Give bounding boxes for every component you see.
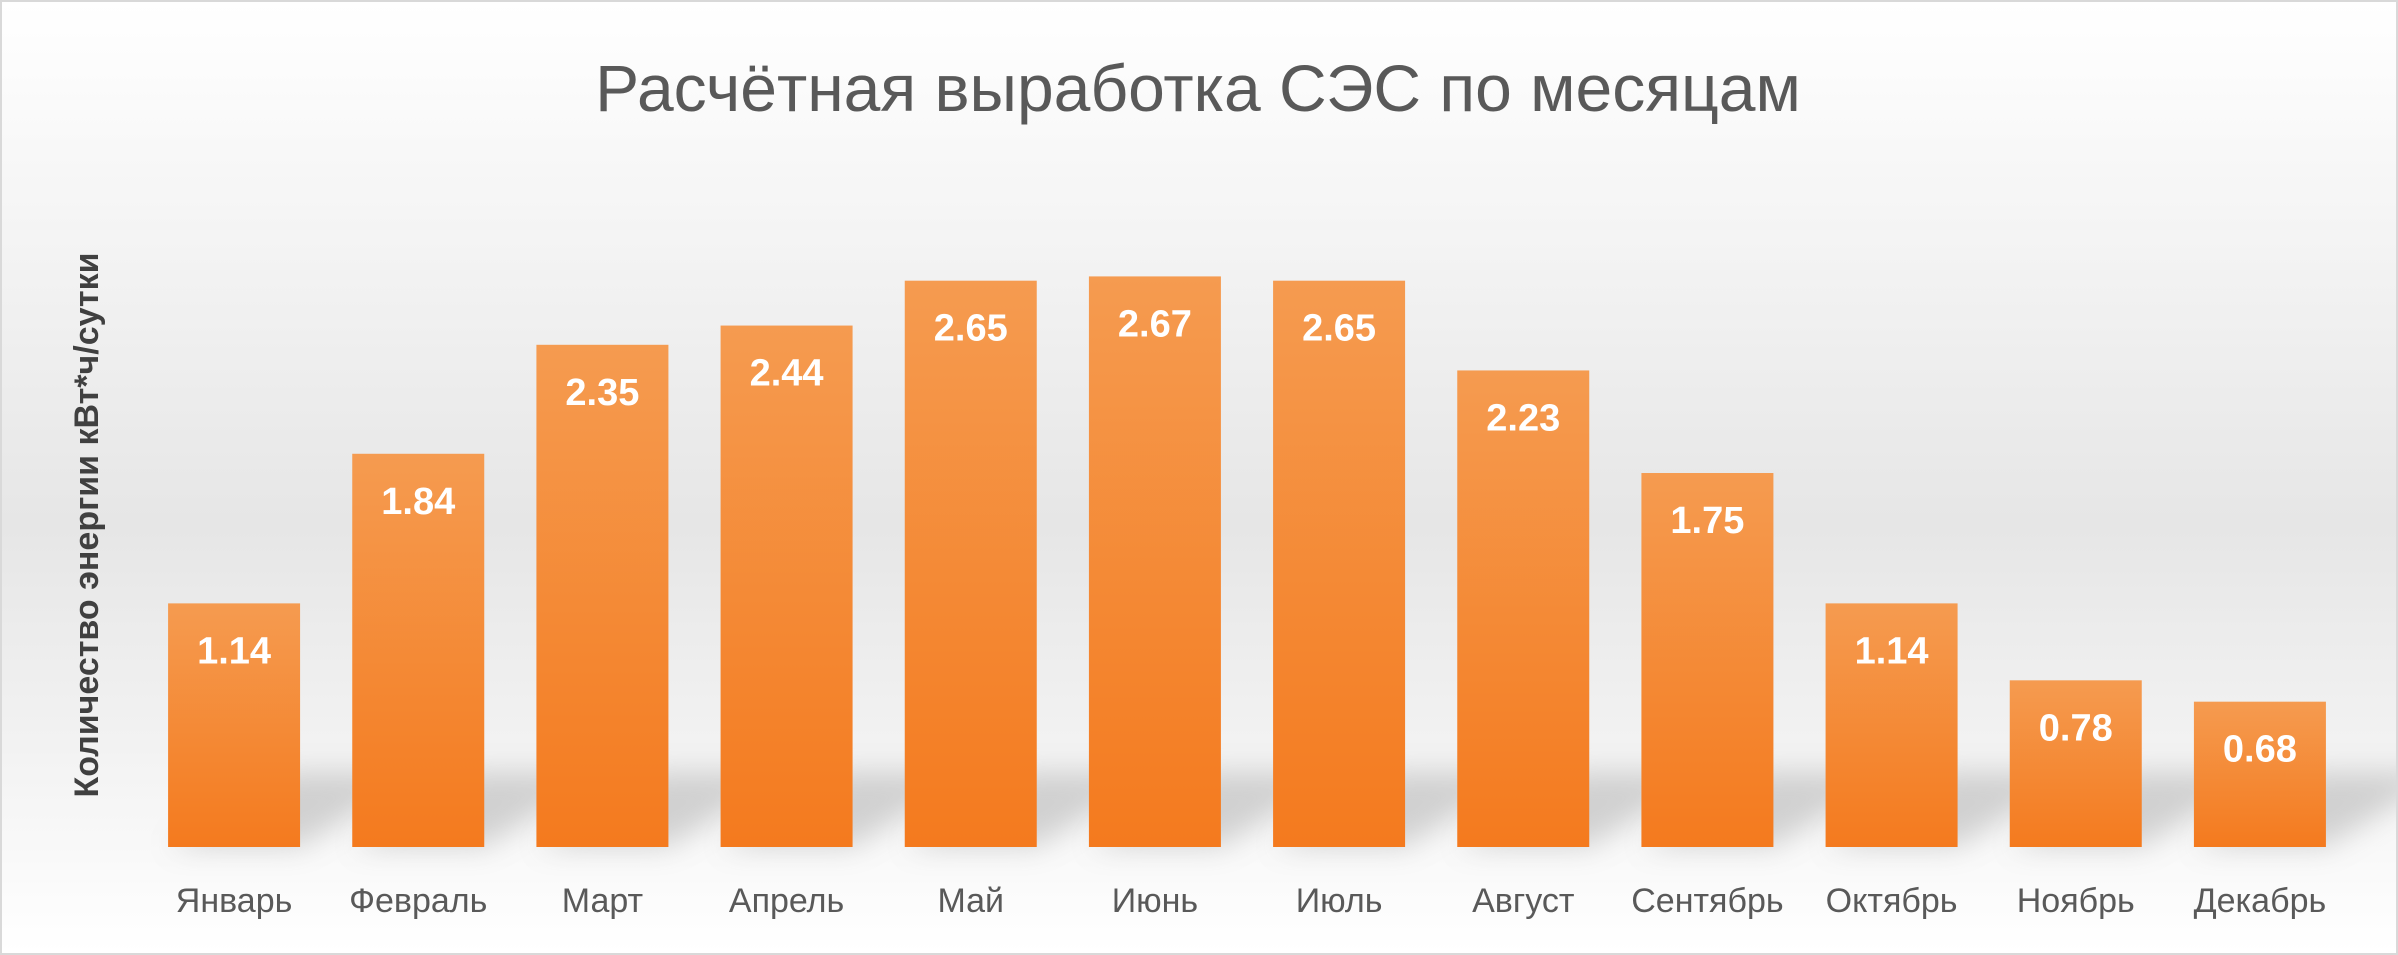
x-tick-label: Апрель bbox=[729, 882, 844, 920]
x-tick-label: Ноябрь bbox=[2017, 882, 2135, 920]
bars-group bbox=[168, 276, 2326, 847]
chart-title: Расчётная выработка СЭС по месяцам bbox=[595, 51, 1801, 125]
bar-10 bbox=[1825, 603, 1958, 847]
bar-12 bbox=[2193, 701, 2326, 847]
x-tick-label: Февраль bbox=[349, 882, 487, 920]
data-label: 0.78 bbox=[2039, 707, 2113, 749]
bar-6 bbox=[1088, 276, 1221, 847]
bar-4 bbox=[720, 325, 853, 847]
bar-2 bbox=[352, 453, 485, 847]
bar-9 bbox=[1641, 473, 1774, 847]
data-label: 2.44 bbox=[750, 353, 824, 395]
x-tick-label: Август bbox=[1472, 882, 1574, 920]
data-label: 2.65 bbox=[934, 308, 1008, 350]
data-label: 2.67 bbox=[1118, 303, 1192, 345]
data-label: 2.65 bbox=[1302, 308, 1376, 350]
bar-7 bbox=[1273, 280, 1406, 847]
data-labels-group: 1.14 1.84 2.35 2.44 2.65 2.67 2.65 2.23 1.75 1.14… bbox=[197, 303, 2297, 770]
x-tick-label: Май bbox=[937, 882, 1004, 920]
x-tick-label: Июнь bbox=[1112, 882, 1198, 920]
bar-8 bbox=[1457, 370, 1590, 847]
x-tick-label: Июль bbox=[1296, 882, 1383, 920]
data-label: 2.35 bbox=[565, 372, 639, 414]
bar-11 bbox=[2009, 680, 2142, 847]
x-tick-label: Март bbox=[562, 882, 643, 920]
data-label: 1.75 bbox=[1670, 500, 1744, 542]
bar-3 bbox=[536, 344, 669, 847]
data-label: 1.84 bbox=[381, 481, 455, 523]
data-label: 0.68 bbox=[2223, 729, 2297, 771]
x-tick-label: Сентябрь bbox=[1631, 882, 1783, 920]
x-tick-label: Январь bbox=[176, 882, 293, 920]
bar-5 bbox=[904, 280, 1037, 847]
x-tick-label: Октябрь bbox=[1826, 882, 1958, 920]
data-label: 2.23 bbox=[1486, 397, 1560, 439]
data-label: 1.14 bbox=[1855, 630, 1929, 672]
y-axis-label: Количество энергии кВт*ч/сутки bbox=[68, 253, 106, 798]
data-label: 1.14 bbox=[197, 630, 271, 672]
x-axis-tick-labels: Январь Февраль Март Апрель Май Июнь Июль Август… bbox=[176, 882, 2326, 920]
bar-1 bbox=[168, 603, 301, 847]
x-tick-label: Декабрь bbox=[2194, 882, 2327, 920]
